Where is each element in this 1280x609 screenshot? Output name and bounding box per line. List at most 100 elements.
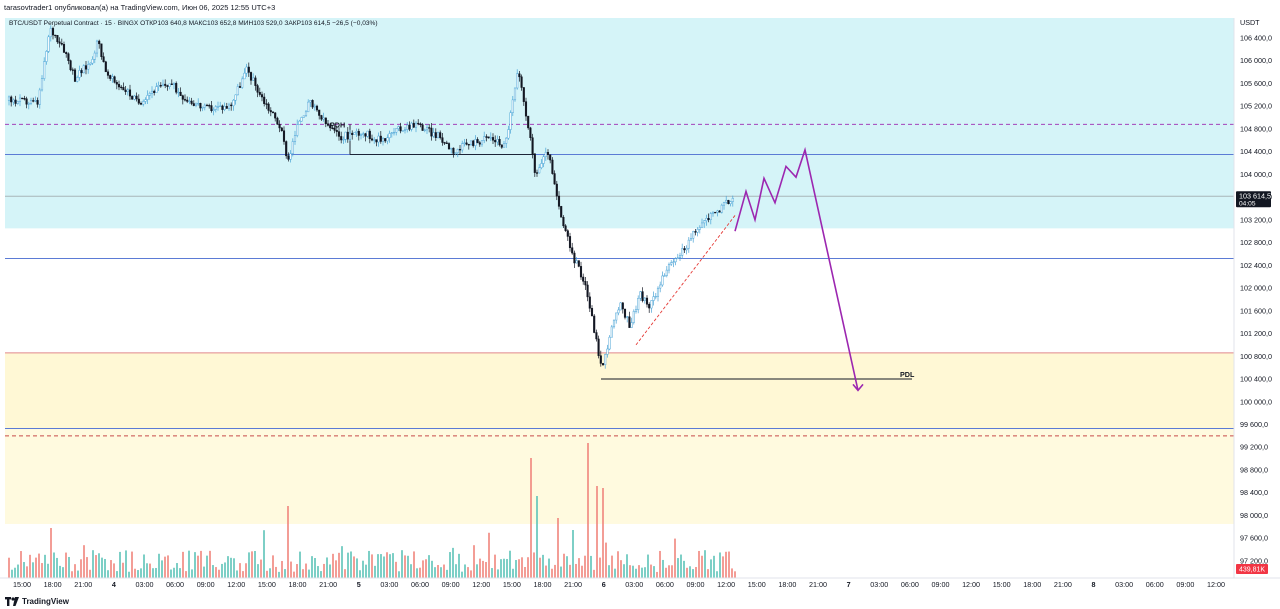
candle-body <box>727 199 730 205</box>
time-tick-label: 09:00 <box>931 580 949 589</box>
candle-body <box>480 140 484 145</box>
volume-bar <box>164 556 166 578</box>
candle-body <box>309 100 312 103</box>
tradingview-logo-icon[interactable] <box>5 596 19 606</box>
volume-bar <box>686 567 688 578</box>
candle-body <box>709 213 712 221</box>
volume-badge[interactable] <box>1236 564 1268 574</box>
volume-bar <box>611 555 613 578</box>
candle-body <box>76 77 79 82</box>
candle-body <box>168 83 171 87</box>
volume-bar <box>185 571 187 578</box>
candle-body <box>518 73 521 78</box>
volume-bar <box>584 555 586 578</box>
candle-body <box>326 123 330 126</box>
candle-body <box>584 281 587 286</box>
volume-bar <box>194 552 196 578</box>
volume-bar <box>107 570 109 578</box>
volume-bar <box>50 528 52 578</box>
time-tick-label: 12:00 <box>1207 580 1225 589</box>
candle-body <box>278 123 281 129</box>
volume-bar <box>602 488 604 578</box>
candle-body <box>311 100 314 108</box>
volume-bar <box>452 547 454 578</box>
volume-bar <box>41 563 43 578</box>
volume-bar <box>692 569 694 578</box>
volume-bar <box>269 568 271 578</box>
volume-bar <box>413 551 415 578</box>
candle-body <box>417 122 420 125</box>
candle-body <box>304 111 308 117</box>
tradingview-brand[interactable]: TradingView <box>22 596 69 606</box>
volume-bar <box>557 518 559 578</box>
volume-bar <box>140 568 142 578</box>
candle-body <box>331 127 334 129</box>
volume-bar <box>455 564 457 578</box>
volume-bar <box>707 569 709 578</box>
candle-body <box>623 308 627 318</box>
candle-body <box>159 85 162 87</box>
volume-bar <box>617 551 619 578</box>
volume-bar <box>641 567 643 578</box>
candle-body <box>606 348 609 355</box>
price-axis[interactable]: USDT 106 400,0 106 000,0 105 600,0 105 200,0… <box>1233 18 1272 578</box>
candle-body <box>628 316 631 328</box>
candle-body <box>282 130 286 142</box>
candle-body <box>109 75 112 79</box>
candle-body <box>232 99 235 107</box>
candle-body <box>276 117 279 125</box>
volume-bar <box>266 570 268 578</box>
volume-bar <box>644 567 646 578</box>
volume-bar <box>734 571 736 578</box>
volume-bar <box>383 556 385 578</box>
candle-body <box>399 126 402 132</box>
candle-body <box>267 103 270 111</box>
time-axis[interactable]: 15:00 18:00 21:00 4 03:00 06:00 09:00 12:00 15:0… <box>0 577 1280 589</box>
candle-body <box>252 77 255 81</box>
candle-body <box>25 98 28 105</box>
candle-body <box>531 137 534 154</box>
price-chart[interactable]: PDH PDL BTC/USDT Perpetual Contract · 15 ·… <box>0 18 1280 592</box>
volume-bar <box>431 560 433 578</box>
volume-bar <box>683 560 685 578</box>
volume-bar <box>425 559 427 578</box>
candle-body <box>23 98 26 100</box>
volume-bar <box>74 564 76 578</box>
candle-body <box>62 44 66 53</box>
discount-zone-upper <box>5 352 1234 429</box>
candle-body <box>707 218 710 221</box>
candle-body <box>133 95 136 100</box>
candle-body <box>377 135 380 143</box>
candle-body <box>300 117 303 122</box>
candle-body <box>529 127 532 138</box>
candle-body <box>324 117 327 125</box>
candle-body <box>641 291 644 301</box>
candle-body <box>115 82 118 85</box>
volume-bar <box>77 570 79 578</box>
volume-bar <box>98 553 100 578</box>
candle-body <box>610 326 613 338</box>
volume-bar <box>341 546 343 578</box>
volume-bar <box>362 560 364 578</box>
footer: TradingView <box>5 594 69 608</box>
candle-body <box>256 85 259 93</box>
candle-body <box>421 124 424 131</box>
candle-body <box>296 124 299 136</box>
volume-bar <box>227 556 229 578</box>
candle-body <box>329 125 332 129</box>
volume-bar <box>263 530 265 578</box>
projection-arrowhead <box>852 383 864 392</box>
candle-body <box>454 152 457 154</box>
candle-body <box>683 248 686 251</box>
candle-body <box>91 59 94 64</box>
candle-body <box>505 137 508 144</box>
candle-body <box>54 34 57 37</box>
candle-body <box>434 132 437 138</box>
time-tick-label: 6 <box>602 580 606 589</box>
chart-area[interactable]: PDH PDL BTC/USDT Perpetual Contract · 15 ·… <box>0 18 1280 592</box>
current-price-badge[interactable] <box>1236 191 1271 208</box>
levels-layer <box>5 123 1234 437</box>
candle-body <box>698 227 701 230</box>
candle-body <box>307 101 310 113</box>
volume-bar <box>662 559 664 578</box>
